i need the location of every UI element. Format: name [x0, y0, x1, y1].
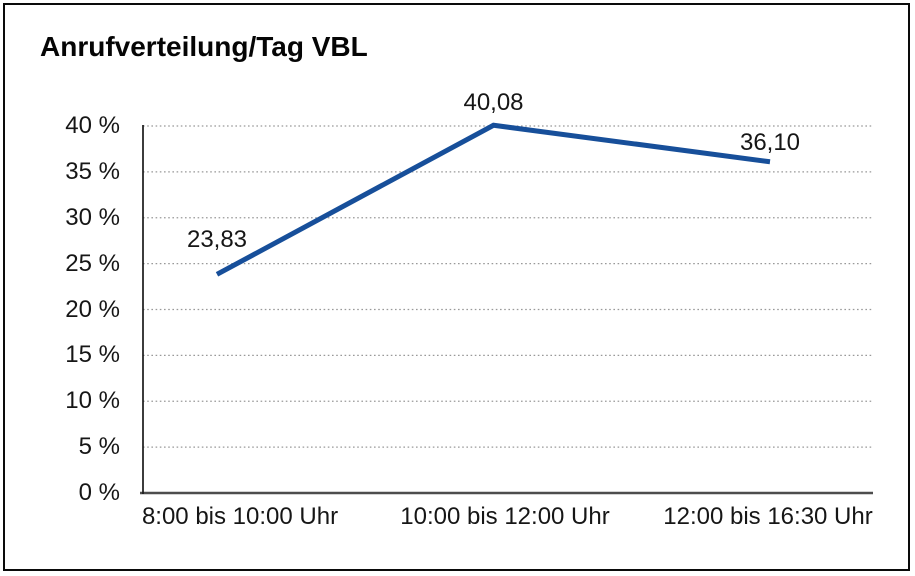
data-label: 36,10 [739, 128, 801, 156]
series-line [215, 122, 771, 277]
data-label: 40,08 [463, 89, 524, 117]
y-tick-label: 35 % [65, 157, 120, 185]
y-tick-label: 0 % [78, 479, 120, 506]
chart-title: Anrufverteilung/Tag VBL [40, 31, 368, 62]
x-category-label: 12:00 bis 16:30 Uhr [663, 503, 873, 530]
y-tick-label: 15 % [65, 341, 120, 369]
data-label: 23,83 [186, 226, 248, 254]
y-tick-label: 40 % [65, 112, 120, 139]
x-category-label: 10:00 bis 12:00 Uhr [400, 503, 610, 530]
y-tick-label: 5 % [78, 433, 120, 461]
y-tick-label: 20 % [65, 295, 120, 323]
y-tick-label: 25 % [65, 249, 120, 277]
y-tick-label: 10 % [65, 387, 120, 415]
x-category-label: 8:00 bis 10:00 Uhr [141, 503, 339, 530]
y-tick-label: 30 % [65, 203, 120, 231]
